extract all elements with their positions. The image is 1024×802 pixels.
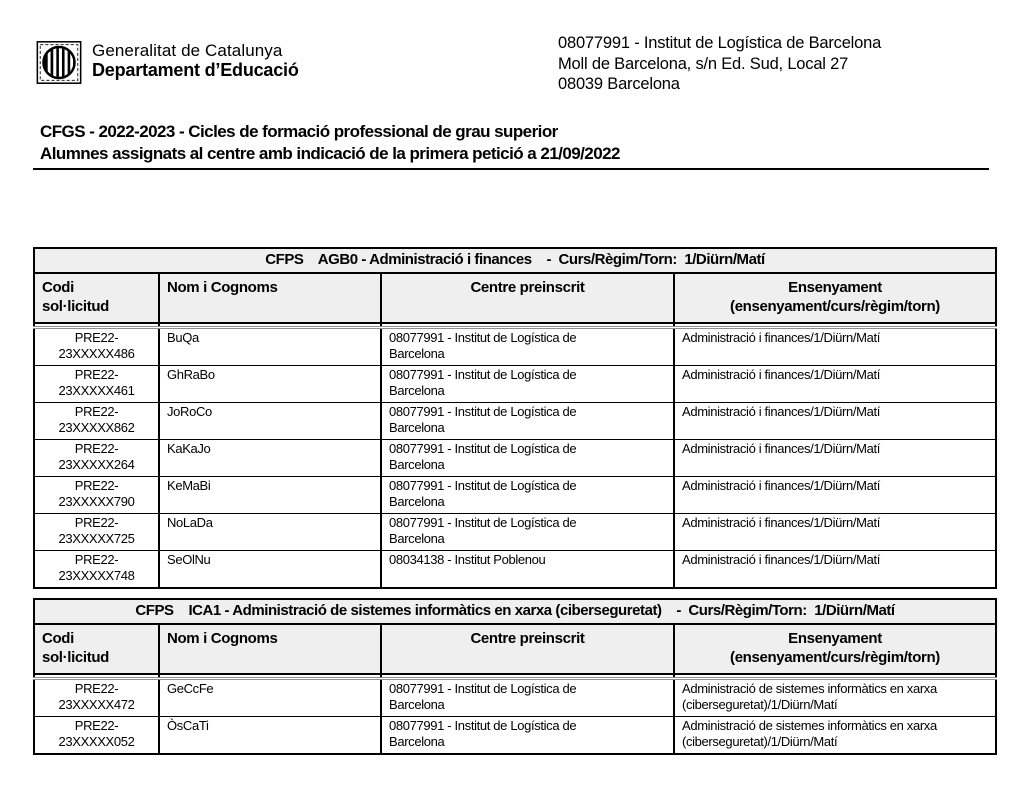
generalitat-logo-icon bbox=[36, 41, 82, 84]
cell-ensenyament: Administració i finances/1/Diürn/Matí bbox=[672, 476, 998, 514]
table-band-row: CFPS AGB0 - Administració i finances - C… bbox=[32, 248, 998, 274]
table-row: PRE22-23XXXXX052 ÒsCaTi 08077991 - Insti… bbox=[33, 716, 998, 754]
table-row: PRE22-23XXXXX790 KeMaBi 08077991 - Insti… bbox=[33, 476, 998, 514]
cell-ensenyament: Administració i finances/1/Diürn/Matí bbox=[672, 365, 998, 403]
cell-ensenyament: Administració de sistemes informàtics en… bbox=[672, 678, 998, 717]
cell-codi: PRE22-23XXXXX790 bbox=[33, 476, 160, 514]
cell-nom: ÒsCaTi bbox=[158, 716, 382, 754]
cell-nom: GeCcFe bbox=[158, 678, 382, 717]
centre-street: Moll de Barcelona, s/n Ed. Sud, Local 27 bbox=[558, 54, 849, 73]
cell-centre: 08077991 - Institut de Logística de Barc… bbox=[380, 678, 675, 717]
table-band-title: CFPS AGB0 - Administració i finances - C… bbox=[32, 248, 998, 274]
table-band-row: CFPS ICA1 - Administració de sistemes in… bbox=[32, 599, 998, 625]
cell-centre: 08034138 - Institut Poblenou bbox=[380, 550, 675, 588]
department-name: Departament d’Educació bbox=[92, 60, 299, 80]
column-header-ensenyament: Ensenyament (ensenyament/curs/règim/torn… bbox=[672, 623, 998, 675]
column-header-nom: Nom i Cognoms bbox=[158, 272, 382, 324]
cell-centre: 08077991 - Institut de Logística de Barc… bbox=[380, 327, 675, 366]
table-header-row: Codi sol·licitud Nom i Cognoms Centre pr… bbox=[33, 272, 998, 324]
cell-codi: PRE22-23XXXXX264 bbox=[33, 439, 160, 477]
header-separator bbox=[33, 673, 998, 680]
page-title-line2: Alumnes assignats al centre amb indicaci… bbox=[40, 143, 620, 163]
table-row: PRE22-23XXXXX461 GhRaBo 08077991 - Insti… bbox=[33, 365, 998, 403]
cell-centre: 08077991 - Institut de Logística de Barc… bbox=[380, 365, 675, 403]
cell-ensenyament: Administració i finances/1/Diürn/Matí bbox=[672, 327, 998, 366]
cell-ensenyament: Administració de sistemes informàtics en… bbox=[672, 716, 998, 754]
cell-codi: PRE22-23XXXXX725 bbox=[33, 513, 160, 551]
page-title: CFGS - 2022-2023 - Cicles de formació pr… bbox=[33, 121, 989, 170]
cell-nom: KaKaJo bbox=[158, 439, 382, 477]
cell-nom: SeOlNu bbox=[158, 550, 382, 588]
cell-ensenyament: Administració i finances/1/Diürn/Matí bbox=[672, 439, 998, 477]
centre-address-block: 08077991 - Institut de Logística de Barc… bbox=[558, 33, 881, 95]
cell-centre: 08077991 - Institut de Logística de Barc… bbox=[380, 716, 675, 754]
assignments-table-agb0: CFPS AGB0 - Administració i finances - C… bbox=[32, 247, 998, 589]
cell-nom: KeMaBi bbox=[158, 476, 382, 514]
cell-centre: 08077991 - Institut de Logística de Barc… bbox=[380, 476, 675, 514]
column-header-centre: Centre preinscrit bbox=[380, 272, 675, 324]
cell-ensenyament: Administració i finances/1/Diürn/Matí bbox=[672, 402, 998, 440]
table-band-title: CFPS ICA1 - Administració de sistemes in… bbox=[32, 599, 998, 625]
cell-nom: NoLaDa bbox=[158, 513, 382, 551]
cell-codi: PRE22-23XXXXX748 bbox=[33, 550, 160, 588]
table-row: PRE22-23XXXXX472 GeCcFe 08077991 - Insti… bbox=[33, 678, 998, 717]
column-header-codi: Codi sol·licitud bbox=[33, 272, 160, 324]
cell-codi: PRE22-23XXXXX052 bbox=[33, 716, 160, 754]
cell-codi: PRE22-23XXXXX486 bbox=[33, 327, 160, 366]
cell-codi: PRE22-23XXXXX461 bbox=[33, 365, 160, 403]
cell-nom: JoRoCo bbox=[158, 402, 382, 440]
org-header: Generalitat de Catalunya Departament d’E… bbox=[36, 40, 299, 85]
column-header-ensenyament: Ensenyament (ensenyament/curs/règim/torn… bbox=[672, 272, 998, 324]
table-header-row: Codi sol·licitud Nom i Cognoms Centre pr… bbox=[33, 623, 998, 675]
cell-nom: GhRaBo bbox=[158, 365, 382, 403]
cell-codi: PRE22-23XXXXX862 bbox=[33, 402, 160, 440]
cell-ensenyament: Administració i finances/1/Diürn/Matí bbox=[672, 513, 998, 551]
org-name: Generalitat de Catalunya bbox=[92, 41, 283, 60]
table-row: PRE22-23XXXXX725 NoLaDa 08077991 - Insti… bbox=[33, 513, 998, 551]
centre-code-name: 08077991 - Institut de Logística de Barc… bbox=[558, 34, 882, 52]
column-header-centre: Centre preinscrit bbox=[380, 623, 675, 675]
table-row: PRE22-23XXXXX862 JoRoCo 08077991 - Insti… bbox=[33, 402, 998, 440]
table-row: PRE22-23XXXXX486 BuQa 08077991 - Institu… bbox=[33, 327, 998, 366]
assignments-table-ica1: CFPS ICA1 - Administració de sistemes in… bbox=[32, 598, 998, 755]
cell-centre: 08077991 - Institut de Logística de Barc… bbox=[380, 439, 675, 477]
page-title-line1: CFGS - 2022-2023 - Cicles de formació pr… bbox=[40, 122, 558, 141]
cell-nom: BuQa bbox=[158, 327, 382, 366]
table-row: PRE22-23XXXXX264 KaKaJo 08077991 - Insti… bbox=[33, 439, 998, 477]
header-separator bbox=[33, 322, 998, 329]
cell-centre: 08077991 - Institut de Logística de Barc… bbox=[380, 513, 675, 551]
org-names: Generalitat de Catalunya Departament d’E… bbox=[92, 40, 299, 80]
cell-ensenyament: Administració i finances/1/Diürn/Matí bbox=[672, 550, 998, 588]
table-row: PRE22-23XXXXX748 SeOlNu 08034138 - Insti… bbox=[33, 550, 998, 588]
cell-centre: 08077991 - Institut de Logística de Barc… bbox=[380, 402, 675, 440]
centre-city: 08039 Barcelona bbox=[558, 75, 680, 93]
column-header-codi: Codi sol·licitud bbox=[33, 623, 160, 675]
column-header-nom: Nom i Cognoms bbox=[158, 623, 382, 675]
cell-codi: PRE22-23XXXXX472 bbox=[33, 678, 160, 717]
